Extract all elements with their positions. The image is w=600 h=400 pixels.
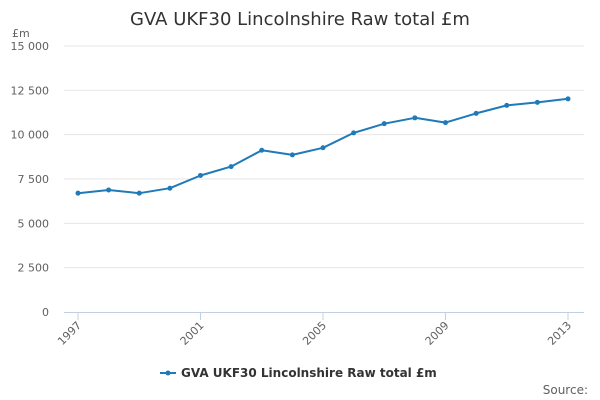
data-point[interactable]	[228, 164, 234, 170]
chart-title: GVA UKF30 Lincolnshire Raw total £m	[130, 9, 470, 30]
y-tick-label: 15 000	[11, 40, 50, 53]
data-point[interactable]	[412, 115, 418, 121]
data-point[interactable]	[320, 145, 326, 151]
legend-label[interactable]: GVA UKF30 Lincolnshire Raw total £m	[181, 366, 437, 380]
y-tick-label: 0	[42, 306, 49, 319]
x-tick-label: 2009	[423, 319, 452, 348]
data-point[interactable]	[75, 190, 81, 196]
data-point[interactable]	[351, 130, 357, 136]
x-tick-label: 2013	[545, 319, 574, 348]
data-point[interactable]	[473, 110, 479, 116]
data-point[interactable]	[504, 102, 510, 108]
x-axis: 1997 2001 2005 2009 2013	[55, 312, 584, 348]
data-point[interactable]	[534, 99, 540, 105]
y-tick-label: 7 500	[18, 173, 50, 186]
source-label: Source:	[543, 383, 588, 397]
y-axis-unit-label: £m	[12, 27, 30, 40]
data-point[interactable]	[167, 185, 173, 191]
data-point[interactable]	[381, 121, 387, 127]
y-tick-label: 10 000	[11, 129, 50, 142]
legend[interactable]: GVA UKF30 Lincolnshire Raw total £m	[160, 366, 437, 380]
data-point[interactable]	[198, 172, 203, 178]
x-tick-label: 1997	[55, 319, 84, 348]
y-tick-label: 2 500	[18, 262, 50, 275]
legend-marker-icon	[165, 370, 171, 376]
x-tick-label: 2005	[300, 319, 329, 348]
data-point[interactable]	[106, 187, 112, 193]
gridlines	[64, 45, 584, 269]
y-axis-ticks: 0 2 500 5 000 7 500 10 000 12 500 15 000	[11, 40, 50, 319]
y-tick-label: 5 000	[18, 217, 50, 230]
data-point[interactable]	[136, 190, 142, 196]
y-tick-label: 12 500	[11, 84, 50, 97]
data-point[interactable]	[565, 96, 571, 102]
data-series	[75, 96, 571, 196]
data-point[interactable]	[259, 147, 265, 153]
data-point[interactable]	[443, 120, 448, 126]
x-tick-label: 2001	[178, 319, 207, 348]
data-point[interactable]	[289, 152, 295, 158]
